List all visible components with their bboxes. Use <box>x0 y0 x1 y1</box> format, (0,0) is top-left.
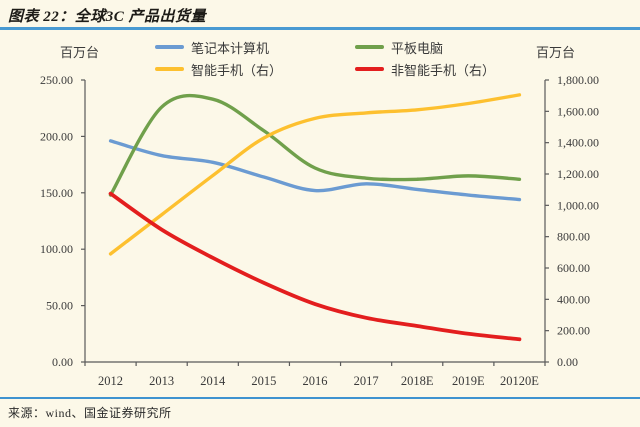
series-line-feature-phone <box>108 191 522 342</box>
legend-item-smartphone: 智能手机（右） <box>155 62 283 78</box>
legend-swatch-notebook <box>155 45 184 49</box>
right-axis-tick-label: 1,000.00 <box>557 198 599 212</box>
x-axis-tick-label: 2018E <box>401 374 434 388</box>
right-axis-unit-label: 百万台 <box>536 45 576 60</box>
chart-title: 图表 22：全球3C 产品出货量 <box>8 9 207 25</box>
source-note: 来源：wind、国金证券研究所 <box>8 406 172 420</box>
right-axis-tick-label: 1,200.00 <box>557 167 599 181</box>
legend-item-feature-phone: 非智能手机（右） <box>355 62 496 78</box>
right-axis-tick-label: 800.00 <box>557 230 590 244</box>
left-axis-tick-label: 0.00 <box>52 355 73 369</box>
x-axis-tick-label: 20120E <box>500 374 539 388</box>
right-axis-tick-label: 200.00 <box>557 324 590 338</box>
right-axis-tick-label: 1,400.00 <box>557 136 599 150</box>
left-axis-tick-label: 250.00 <box>40 73 73 87</box>
x-axis-tick-label: 2017 <box>354 374 379 388</box>
left-axis-tick-label: 50.00 <box>46 299 73 313</box>
x-axis-tick-label: 2013 <box>149 374 174 388</box>
right-axis-tick-label: 1,800.00 <box>557 73 599 87</box>
legend-swatch-smartphone <box>155 67 184 71</box>
title-divider-line <box>0 27 640 30</box>
x-axis-tick-label: 2016 <box>303 374 328 388</box>
series-line-tablet <box>108 93 522 197</box>
legend-label-smartphone: 智能手机（右） <box>191 62 283 78</box>
footer-divider-line <box>0 397 640 399</box>
legend-item-tablet: 平板电脑 <box>355 40 444 56</box>
x-axis-tick-label: 2012 <box>98 374 123 388</box>
x-axis-tick-label: 2019E <box>452 374 485 388</box>
left-axis-tick-label: 150.00 <box>40 186 73 200</box>
left-axis-tick-label: 200.00 <box>40 129 73 143</box>
right-axis-tick-label: 600.00 <box>557 261 590 275</box>
legend-swatch-feature-phone <box>355 67 384 71</box>
x-axis-tick-label: 2015 <box>251 374 276 388</box>
x-axis-tick-label: 2014 <box>200 374 226 388</box>
legend-label-tablet: 平板电脑 <box>391 40 444 56</box>
series-line-notebook <box>108 139 522 202</box>
legend-label-feature-phone: 非智能手机（右） <box>391 62 496 78</box>
left-axis-unit-label: 百万台 <box>60 45 100 60</box>
legend-item-notebook: 笔记本计算机 <box>155 40 270 56</box>
right-axis-tick-label: 1,600.00 <box>557 104 599 118</box>
legend-swatch-tablet <box>355 45 384 49</box>
series-line-smartphone <box>108 93 522 256</box>
left-axis-tick-label: 100.00 <box>40 242 73 256</box>
right-axis-tick-label: 0.00 <box>557 355 578 369</box>
right-axis-tick-label: 400.00 <box>557 292 590 306</box>
legend-label-notebook: 笔记本计算机 <box>191 40 270 56</box>
